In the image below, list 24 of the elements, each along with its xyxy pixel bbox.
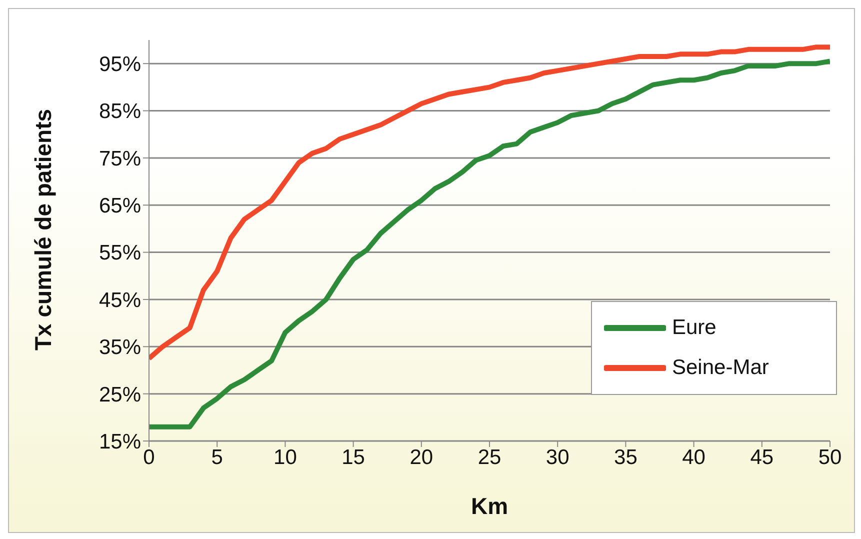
legend-label: Eure bbox=[672, 316, 716, 340]
y-tick-label: 35% bbox=[98, 336, 141, 360]
y-tick-label: 65% bbox=[98, 194, 141, 218]
y-tick-label: 25% bbox=[98, 383, 141, 406]
y-tick-label: 15% bbox=[98, 430, 141, 454]
x-tick-label: 5 bbox=[211, 446, 223, 469]
x-tick-label: 35 bbox=[614, 446, 638, 469]
y-tick-label: 55% bbox=[98, 242, 141, 265]
y-tick-label: 95% bbox=[98, 53, 141, 76]
y-axis-title: Tx cumulé de patients bbox=[30, 108, 56, 350]
x-tick-label: 25 bbox=[478, 446, 502, 469]
x-axis-title: Km bbox=[470, 493, 508, 519]
legend-label: Seine-Mar bbox=[672, 356, 769, 380]
y-tick-label: 75% bbox=[98, 147, 141, 170]
x-tick-label: 30 bbox=[546, 446, 570, 469]
x-tick-label: 40 bbox=[682, 446, 706, 469]
x-tick-label: 0 bbox=[143, 446, 155, 469]
x-tick-label: 50 bbox=[818, 446, 842, 469]
y-tick-label: 85% bbox=[98, 100, 141, 124]
x-tick-label: 10 bbox=[274, 446, 297, 469]
y-tick-label: 45% bbox=[98, 288, 141, 312]
x-tick-label: 20 bbox=[410, 446, 434, 469]
x-tick-label: 15 bbox=[342, 446, 365, 469]
x-tick-label: 45 bbox=[750, 446, 774, 469]
